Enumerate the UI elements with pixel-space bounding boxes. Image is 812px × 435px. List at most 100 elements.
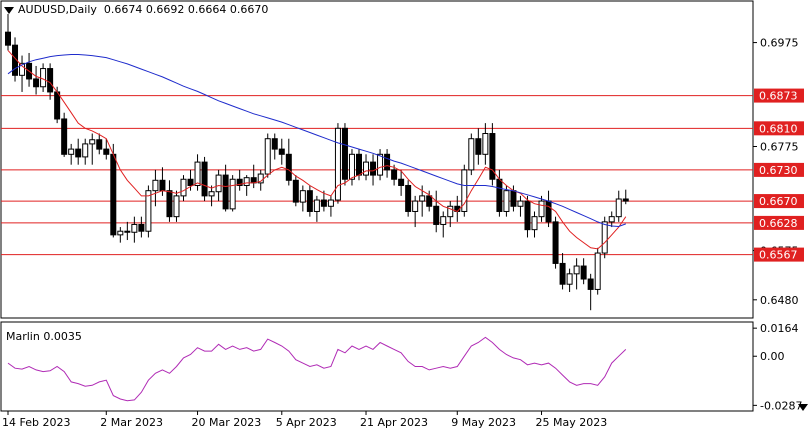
candle-body [524,200,531,231]
candle-body [103,148,110,155]
level-price-badge [754,162,804,177]
x-tick-label: 14 Feb 2023 [2,416,70,429]
candle-body [110,153,117,236]
candle-body [47,68,54,93]
level-price-label: 0.6670 [759,195,798,208]
indicator-menu-icon[interactable] [798,404,808,411]
candle-body [531,216,538,231]
osc-y-tick-label: 0.00 [760,350,785,363]
candle-body [222,174,229,210]
candle-body [152,179,159,192]
candle-body [306,190,313,212]
candle-body [601,221,608,254]
candle-body [264,138,271,175]
candle-body [334,127,341,201]
candle-body [580,265,587,280]
candle-body [54,91,61,120]
candle-body [384,153,391,171]
candle-body [440,216,447,225]
candle-body [285,153,292,181]
osc-y-tick-label: 0.0164 [760,322,799,335]
candle-body [538,200,545,218]
x-tick-label: 9 May 2023 [451,416,516,429]
candle-body [68,148,75,155]
candle-body [180,178,187,197]
level-price-badge [754,194,804,209]
candle-body [271,138,278,150]
slow-ma-line [7,54,626,228]
level-price-label: 0.6567 [759,249,798,262]
candle-body [552,221,559,264]
level-price-label: 0.6730 [759,164,798,177]
candle-body [194,161,201,186]
ohlc-readout: 0.6674 0.6692 0.6664 0.6670 [103,3,269,16]
symbol-timeframe-label: AUDUSD,Daily [18,3,97,16]
candle-body [131,223,138,233]
candle-body [320,199,327,207]
candle-body [391,169,398,180]
candle-body [622,198,629,202]
candle-body [615,198,622,218]
y-tick-label: 0.6975 [760,37,799,50]
candle-body [356,153,362,176]
candle-body [517,200,524,207]
candle-body [348,153,355,180]
candle-body [201,161,208,197]
candle-body [412,200,419,212]
candle-body [559,262,566,285]
x-tick-label: 2 Mar 2023 [100,416,163,429]
oscillator-panel-frame [0,321,754,412]
candle-body [398,178,405,186]
x-tick-label: 5 Apr 2023 [276,416,337,429]
level-price-badge [754,88,804,103]
candle-body [33,78,40,88]
y-tick-label: 0.6480 [760,294,799,307]
candle-body [327,199,334,207]
level-price-label: 0.6873 [759,90,798,103]
candle-body [215,174,222,193]
candle-body [299,190,306,203]
level-price-label: 0.6628 [759,217,798,230]
candle-body [75,148,82,158]
x-tick-label: 20 Mar 2023 [192,416,262,429]
candle-body [96,139,103,150]
candle-body [594,252,601,290]
candle-body [377,153,384,176]
osc-y-tick-label: -0.0287 [760,399,802,412]
candle-body [433,205,440,225]
oscillator-line [7,336,627,402]
candle-body [489,133,496,180]
candle-body [12,44,19,76]
candle-body [419,195,426,202]
candle-body [89,139,96,145]
level-price-label: 0.6810 [759,122,798,135]
candle-body [243,177,250,186]
candle-body [426,195,433,207]
level-price-badge [754,121,804,136]
x-tick-label: 21 Apr 2023 [360,416,428,429]
candle-body [166,190,173,218]
candle-body [363,161,370,176]
candle-body [503,190,510,212]
candle-body [208,191,215,197]
candle-body [447,205,454,218]
x-tick-label: 25 May 2023 [536,416,608,429]
candle-body [124,230,131,233]
candle-body [292,179,299,203]
candle-body [475,138,482,155]
candle-body [145,190,152,232]
candle-body [405,184,412,212]
candle-body [341,127,348,180]
candle-body [510,190,517,207]
candle-body [159,179,166,192]
indicator-label: Marlin 0.0035 [6,330,82,343]
symbol-dropdown-icon[interactable] [4,6,14,14]
candle-body [313,199,320,212]
candle-body [545,200,552,223]
y-tick-label: 0.6775 [760,141,799,154]
candle-body [229,178,236,210]
candle-body [496,178,503,212]
candle-body [117,230,124,236]
candle-body [573,265,580,275]
